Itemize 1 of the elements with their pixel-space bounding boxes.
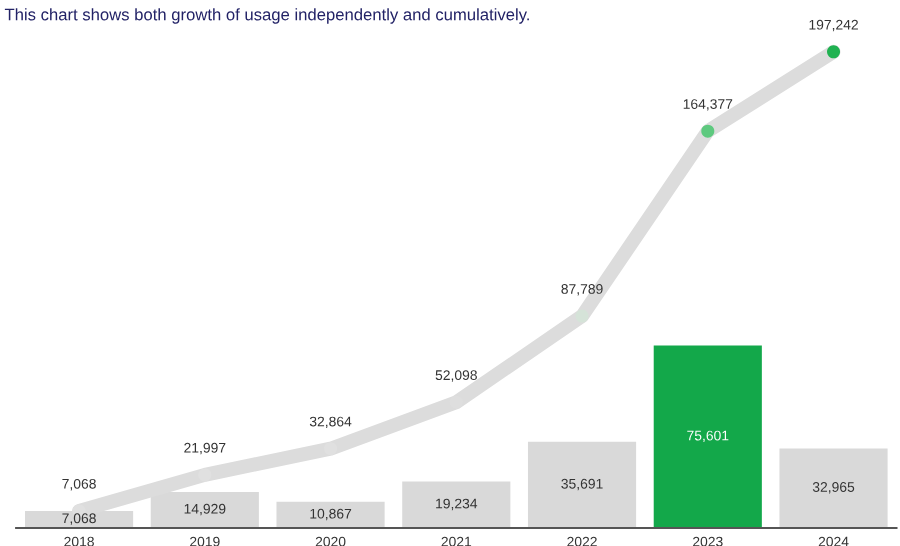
chart-title: This chart shows both growth of usage independently and cumulatively. [4, 8, 529, 24]
